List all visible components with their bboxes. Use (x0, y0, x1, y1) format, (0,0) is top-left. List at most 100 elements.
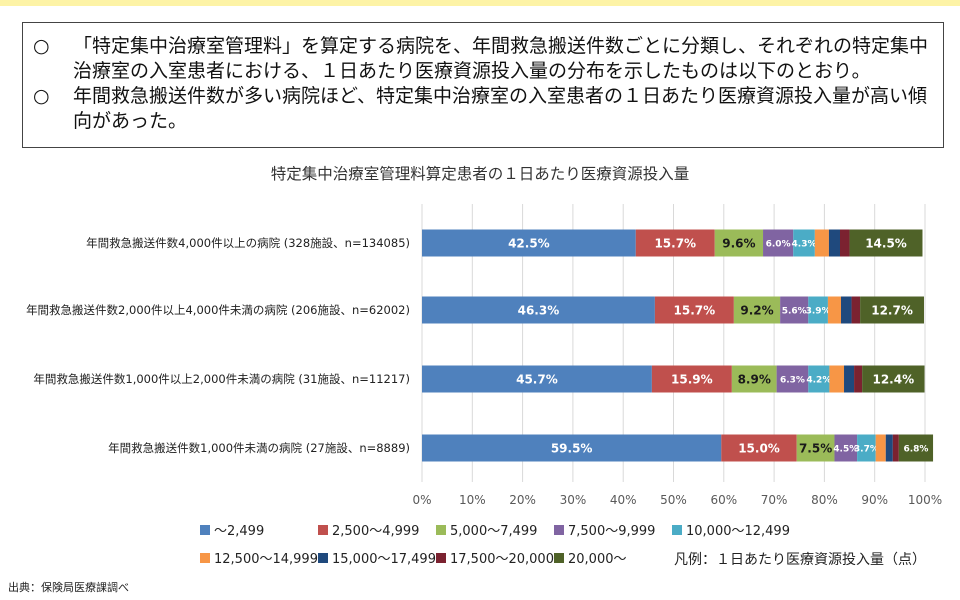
data-label: 8.9% (738, 373, 771, 387)
bar-segment (814, 229, 829, 257)
bullet-marker: ○ (33, 85, 50, 107)
legend-item: 15,000～17,499 (318, 548, 436, 567)
bar-segment (776, 365, 809, 393)
data-label: 9.6% (722, 237, 755, 251)
x-tick-label: 20% (509, 493, 536, 507)
summary-text: 年間救急搬送件数が多い病院ほど、特定集中治療室の入室患者の１日あたり医療資源投入… (73, 85, 928, 132)
bar-segment (892, 434, 899, 462)
data-label: 6.0% (766, 239, 791, 249)
bar-segment (827, 296, 841, 324)
stacked-bar-chart: 0% 10% 20% 30% 40% 50% 60% 70% 80% 90% 100% 年間救急搬送件… (26, 204, 942, 507)
data-label: 15.7% (654, 237, 696, 251)
data-label: 7.5% (799, 442, 832, 456)
bar-segment (808, 296, 828, 324)
bar-segment (422, 229, 636, 257)
bar-segment (851, 296, 861, 324)
data-label: 4.2% (806, 375, 831, 385)
bar-segment (839, 229, 850, 257)
legend-label: 20,000～ (568, 552, 627, 567)
bar-segment (875, 434, 886, 462)
bar-segment (860, 296, 924, 324)
bar-segment (854, 365, 863, 393)
bar-segment (857, 434, 876, 462)
data-label: 3.7% (854, 444, 879, 454)
bar-segment (898, 434, 934, 462)
data-label: 15.0% (738, 442, 780, 456)
summary-line-2: ○ 年間救急搬送件数が多い病院ほど、特定集中治療室の入室患者の１日あたり医療資源… (33, 84, 931, 134)
x-tick-label: 0% (412, 493, 431, 507)
bar-segment (808, 365, 830, 393)
legend-item: 7,500～9,999 (554, 520, 655, 539)
top-accent-bar (0, 0, 960, 6)
category-label: 年間救急搬送件数1,000件未満の病院 (27施設、n=8889) (108, 441, 410, 455)
legend-swatch (318, 552, 328, 563)
legend-label: 10,000～12,499 (686, 524, 790, 539)
source-note: 出典：保険局医療課調べ (8, 581, 129, 594)
data-label: 5.6% (782, 306, 807, 316)
legend-note: 凡例：１日あたり医療資源投入量（点） (674, 552, 926, 568)
legend-label: 7,500～9,999 (568, 524, 656, 539)
bar-segment (733, 296, 781, 324)
data-label: 15.7% (674, 304, 716, 318)
x-tick-label: 40% (610, 493, 637, 507)
legend-label: ～2,499 (214, 524, 265, 539)
bar-segment (422, 296, 655, 324)
legend-item: 10,000～12,499 (672, 520, 790, 539)
category-label: 年間救急搬送件数2,000件以上4,000件未満の病院 (206施設、n=620… (26, 303, 410, 317)
legend-item: 20,000～ (554, 548, 627, 567)
legend-item: 17,500～20,000 (436, 548, 554, 567)
data-label: 6.3% (780, 375, 805, 385)
bar-segment (651, 365, 732, 393)
category-label: 年間救急搬送件数4,000件以上の病院 (328施設、n=134085) (86, 236, 410, 250)
bar-segment (721, 434, 797, 462)
data-label: 59.5% (551, 442, 593, 456)
bar-segment (422, 434, 722, 462)
bar-segment (714, 229, 764, 257)
data-label: 12.4% (872, 373, 914, 387)
x-tick-label: 70% (761, 493, 788, 507)
summary-text: 「特定集中治療室管理料」を算定する病院を、年間救急搬送件数ごとに分類し、それぞれ… (73, 35, 929, 82)
data-label: 9.2% (740, 304, 773, 318)
data-label: 4.5% (833, 444, 858, 454)
bar-segment (834, 434, 858, 462)
data-label: 6.8% (903, 444, 928, 454)
legend-label: 5,000～7,499 (450, 524, 538, 539)
bar-segment (885, 434, 893, 462)
chart-title: 特定集中治療室管理料算定患者の１日あたり医療資源投入量 (270, 165, 690, 183)
legend-swatch (672, 524, 682, 535)
legend-label: 17,500～20,000 (450, 552, 554, 567)
legend-swatch (436, 524, 446, 535)
summary-box: ○ 「特定集中治療室管理料」を算定する病院を、年間救急搬送件数ごとに分類し、それ… (22, 22, 944, 148)
bar-segment (862, 365, 925, 393)
bar-segment (840, 296, 852, 324)
x-tick-label: 90% (861, 493, 888, 507)
summary-line-1: ○ 「特定集中治療室管理料」を算定する病院を、年間救急搬送件数ごとに分類し、それ… (33, 34, 931, 84)
bar-segment (780, 296, 809, 324)
bar-segment (763, 229, 794, 257)
legend-swatch (200, 524, 210, 535)
legend-swatch (554, 552, 564, 563)
category-label: 年間救急搬送件数1,000件以上2,000件未満の病院 (31施設、n=1121… (33, 372, 410, 386)
bar-segment (849, 229, 923, 257)
legend-item: ～2,499 (200, 520, 264, 539)
data-label: 3.9% (806, 306, 831, 316)
x-tick-label: 30% (560, 493, 587, 507)
legend-item: 2,500～4,999 (318, 520, 419, 539)
bar-segment (635, 229, 715, 257)
data-label: 46.3% (518, 304, 560, 318)
legend-item: 12,500～14,999 (200, 548, 318, 567)
x-tick-label: 100% (908, 493, 942, 507)
legend-label: 12,500～14,999 (214, 552, 318, 567)
bar-segment (422, 365, 652, 393)
legend-label: 2,500～4,999 (332, 524, 420, 539)
legend-swatch (436, 552, 446, 563)
legend-swatch (318, 524, 328, 535)
data-label: 42.5% (508, 237, 550, 251)
legend-swatch (554, 524, 564, 535)
x-tick-label: 60% (710, 493, 737, 507)
x-tick-label: 50% (660, 493, 687, 507)
legend-item: 5,000～7,499 (436, 520, 537, 539)
bullet-marker: ○ (33, 35, 50, 57)
data-label: 14.5% (865, 237, 907, 251)
bar-segment (654, 296, 734, 324)
